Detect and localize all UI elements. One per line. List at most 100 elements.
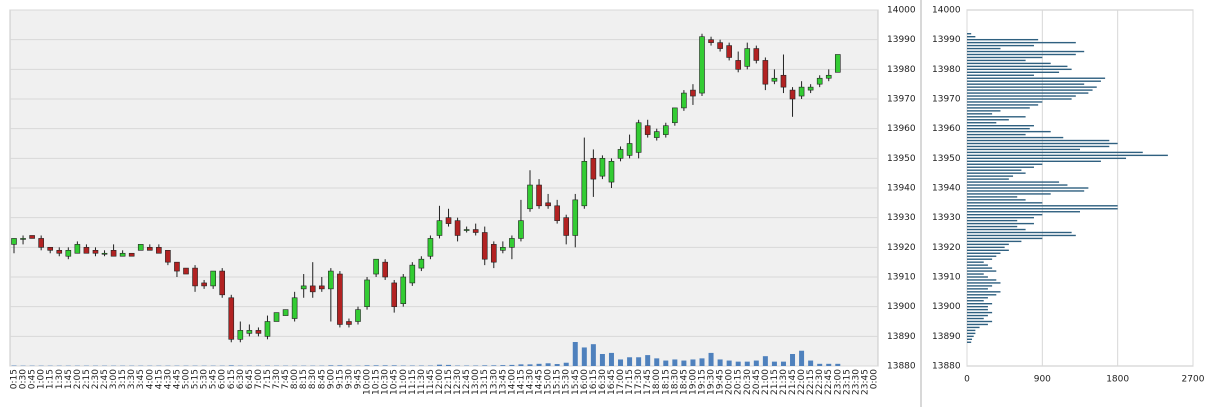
- x-tick-label: 1:15: [46, 369, 56, 389]
- y-tick-label: 13900: [932, 302, 961, 312]
- x-tick-label: 9:15: [335, 369, 345, 389]
- volume-bar: [771, 361, 777, 366]
- candle-body: [599, 158, 606, 177]
- profile-bar: [967, 44, 1034, 47]
- profile-bar: [967, 125, 1034, 127]
- profile-bar: [967, 65, 1068, 68]
- candle-body: [192, 267, 198, 287]
- volume-bar: [672, 359, 678, 366]
- x-tick-label: 12:00: [435, 369, 445, 395]
- y-tick-label: 13890: [932, 332, 961, 342]
- x-tick-label: 22:00: [797, 369, 807, 395]
- profile-bar: [967, 267, 993, 269]
- volume-bar: [627, 357, 633, 366]
- candle-body: [300, 285, 307, 290]
- candle-body: [29, 235, 35, 239]
- x-tick-label: 10:30: [381, 369, 391, 395]
- profile-bar: [967, 202, 1043, 204]
- y-tick-label: 13970: [887, 95, 916, 105]
- profile-bar: [967, 317, 984, 320]
- candle-body: [409, 264, 416, 284]
- profile-bar: [967, 237, 1043, 240]
- x-tick-label: 6:00: [218, 369, 228, 389]
- candle-body: [454, 220, 461, 236]
- candle-body: [391, 282, 398, 307]
- candle-body: [282, 309, 289, 316]
- profile-bar: [967, 154, 1168, 157]
- x-tick-label: 4:00: [145, 369, 155, 389]
- profile-bar: [967, 101, 1043, 103]
- profile-bar: [967, 113, 993, 115]
- profile-bar: [967, 249, 1009, 251]
- candle-body: [472, 229, 479, 233]
- candle-body: [56, 250, 63, 254]
- x-tick-label: 19:30: [707, 369, 717, 395]
- profile-bar: [967, 270, 997, 272]
- profile-bar: [967, 240, 1022, 243]
- y-tick-label: 13930: [932, 213, 961, 223]
- volume-bar: [726, 360, 732, 366]
- profile-bar: [967, 36, 976, 38]
- candle-body: [626, 143, 633, 156]
- x-tick-label: 3:45: [136, 369, 146, 389]
- x-tick-label: 5:45: [209, 369, 219, 389]
- candle-body: [400, 276, 407, 305]
- x-tick-label: 1:30: [55, 369, 65, 389]
- candle-body: [798, 86, 805, 97]
- x-tick-label: 18:00: [652, 369, 662, 395]
- volume-bar: [545, 363, 551, 366]
- x-tick-label: 22:15: [806, 369, 816, 395]
- volume-bar: [744, 361, 750, 366]
- x-tick-label: 7:45: [281, 369, 291, 389]
- y-tick-label: 13900: [887, 302, 916, 312]
- x-tick-label: 21:15: [770, 369, 780, 395]
- volume-bar: [382, 365, 388, 366]
- profile-bar: [967, 136, 1064, 139]
- profile-bar: [967, 255, 997, 257]
- profile-bar: [967, 184, 1068, 186]
- profile-bar: [967, 47, 1001, 50]
- profile-bar: [967, 86, 1097, 88]
- profile-bar: [967, 77, 1106, 79]
- profile-bar: [967, 335, 974, 338]
- candle-body: [780, 74, 787, 88]
- x-tick-label: 7:00: [254, 369, 264, 389]
- volume-bar: [518, 364, 524, 366]
- profile-bar: [967, 216, 1034, 219]
- candle-body: [635, 122, 642, 153]
- candle-body: [690, 89, 696, 97]
- volume-bar: [563, 362, 569, 366]
- x-tick-label: 11:45: [426, 369, 436, 395]
- volume-bar: [663, 360, 669, 366]
- x-tick-label: 15:45: [571, 369, 581, 395]
- x-tick-label: 13:45: [498, 369, 508, 395]
- x-tick-label: 19:45: [716, 369, 726, 395]
- x-tick-label: 8:30: [308, 369, 318, 389]
- candle-body: [816, 77, 823, 85]
- candle-body: [445, 217, 452, 224]
- x-tick-label: 22:30: [815, 369, 825, 395]
- candle-body: [355, 309, 361, 322]
- volume-bar: [436, 364, 442, 366]
- y-tick-label: 13920: [932, 243, 961, 253]
- profile-bar: [967, 33, 972, 35]
- candle-body: [500, 247, 506, 251]
- profile-bar: [967, 163, 1043, 165]
- volume-bar: [554, 364, 560, 366]
- candle-body: [119, 252, 126, 257]
- x-tick-label: 9:45: [354, 369, 364, 389]
- profile-bar: [967, 305, 988, 308]
- profile-bar: [967, 122, 997, 124]
- x-tick-label: 23:45: [860, 369, 870, 395]
- x-tick-label: 11:15: [408, 369, 418, 395]
- profile-bar: [967, 89, 1093, 91]
- x-tick-label: 5:00: [182, 369, 192, 389]
- candle-body: [644, 125, 651, 135]
- profile-bar: [967, 56, 1043, 59]
- x-tick-label: 18:15: [661, 369, 671, 395]
- profile-bar: [967, 199, 1026, 201]
- x-tick-label: 3:30: [127, 369, 137, 389]
- y-tick-label: 13880: [932, 362, 961, 372]
- candle-body: [83, 247, 90, 254]
- x-tick-label: 16:30: [598, 369, 608, 395]
